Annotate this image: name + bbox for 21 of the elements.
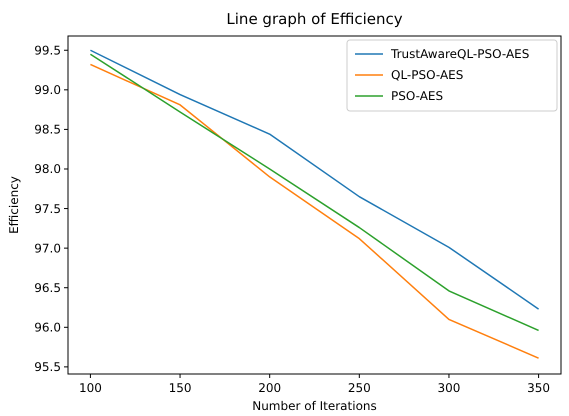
y-tick-label: 96.0 bbox=[34, 320, 61, 334]
x-axis-title: Number of Iterations bbox=[252, 399, 377, 413]
y-tick-label: 98.0 bbox=[34, 162, 61, 176]
y-tick-label: 97.5 bbox=[34, 202, 61, 216]
y-tick-label: 99.0 bbox=[34, 83, 61, 98]
x-tick-label: 350 bbox=[527, 381, 550, 395]
chart-title: Line graph of Efficiency bbox=[226, 10, 403, 28]
y-tick-label: 99.5 bbox=[34, 43, 61, 58]
legend-label: TrustAwareQL-PSO-AES bbox=[390, 47, 530, 62]
legend-label: PSO-AES bbox=[391, 89, 444, 104]
x-tick-label: 300 bbox=[438, 381, 460, 395]
x-tick-label: 200 bbox=[258, 381, 282, 395]
x-tick-label: 150 bbox=[168, 381, 192, 395]
y-tick-label: 95.5 bbox=[34, 360, 61, 374]
x-tick-label: 100 bbox=[78, 381, 102, 395]
y-axis-title: Efficiency bbox=[7, 176, 21, 234]
x-tick-label: 250 bbox=[348, 381, 371, 395]
y-tick-label: 97.0 bbox=[34, 241, 61, 256]
y-tick-label: 98.5 bbox=[34, 122, 61, 137]
legend-label: QL-PSO-AES bbox=[391, 68, 464, 82]
y-tick-label: 96.5 bbox=[34, 280, 61, 295]
